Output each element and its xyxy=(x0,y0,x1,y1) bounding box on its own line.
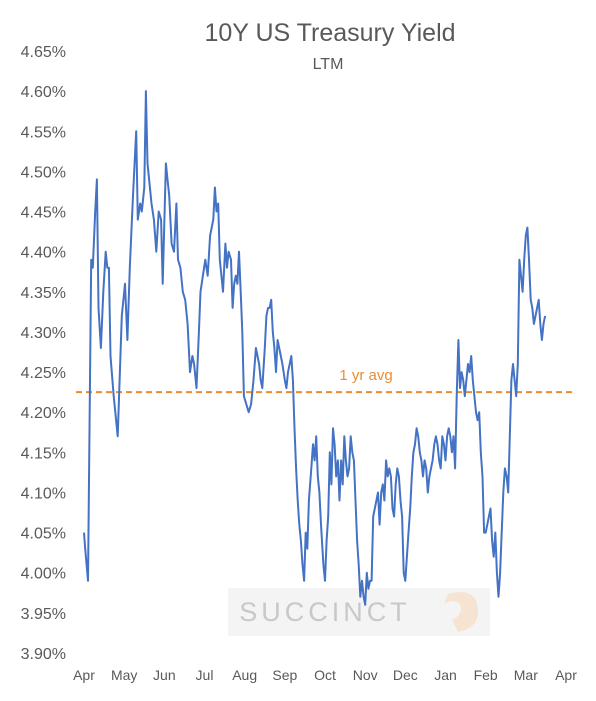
x-tick-label: Feb xyxy=(474,667,498,683)
y-tick-label: 4.25% xyxy=(21,365,66,382)
y-tick-label: 4.00% xyxy=(21,566,66,583)
y-tick-label: 4.15% xyxy=(21,445,66,462)
watermark-background xyxy=(228,588,490,636)
chart-title: 10Y US Treasury Yield xyxy=(204,19,455,47)
y-tick-label: 4.40% xyxy=(21,245,66,262)
x-tick-label: Jun xyxy=(153,667,176,683)
x-tick-label: Sep xyxy=(272,667,297,683)
watermark-text: SUCCINCT xyxy=(239,597,411,627)
x-axis-ticks: Apr May Jun Jul Aug Sep Oct Nov Dec Jan Feb Mar Apr xyxy=(73,667,577,683)
average-line-label: 1 yr avg xyxy=(339,367,392,384)
chart-subtitle: LTM xyxy=(313,56,344,73)
x-tick-label: Aug xyxy=(232,667,257,683)
x-tick-label: Dec xyxy=(393,667,418,683)
x-tick-label: May xyxy=(111,667,137,683)
y-tick-label: 4.30% xyxy=(21,325,66,342)
y-tick-label: 3.90% xyxy=(21,646,66,663)
series-group xyxy=(83,90,547,606)
y-tick-label: 3.95% xyxy=(21,606,66,623)
y-tick-label: 4.20% xyxy=(21,405,66,422)
y-tick-label: 4.55% xyxy=(21,124,66,141)
yield-series-line xyxy=(83,90,547,606)
x-tick-label: Apr xyxy=(555,667,577,683)
y-tick-label: 4.45% xyxy=(21,205,66,222)
x-tick-label: Jan xyxy=(434,667,457,683)
y-tick-label: 4.50% xyxy=(21,164,66,181)
y-tick-label: 4.10% xyxy=(21,485,66,502)
y-axis-ticks: 3.90% 3.95% 4.00% 4.05% 4.10% 4.15% 4.20% 4.25%… xyxy=(21,44,66,663)
y-tick-label: 4.05% xyxy=(21,526,66,543)
x-tick-label: Oct xyxy=(314,667,336,683)
average-line-group: 1 yr avg xyxy=(76,367,574,394)
y-tick-label: 4.35% xyxy=(21,285,66,302)
watermark-logo-icon xyxy=(444,592,478,632)
y-tick-label: 4.60% xyxy=(21,84,66,101)
y-tick-label: 4.65% xyxy=(21,44,66,61)
x-tick-label: Mar xyxy=(514,667,538,683)
x-tick-label: Nov xyxy=(353,667,378,683)
watermark: SUCCINCT xyxy=(228,588,490,636)
x-tick-label: Apr xyxy=(73,667,95,683)
x-tick-label: Jul xyxy=(196,667,214,683)
